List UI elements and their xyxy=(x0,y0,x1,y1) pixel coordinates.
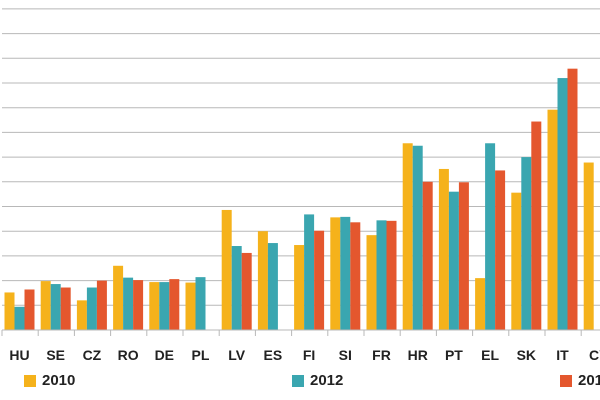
x-tick-label-ro: RO xyxy=(118,347,139,363)
legend-label-2010: 2010 xyxy=(42,372,76,389)
bar-lv-2010 xyxy=(221,209,232,330)
legend-label-2012: 2012 xyxy=(310,372,344,389)
x-tick-label-si: SI xyxy=(339,347,352,363)
bar-de-2010 xyxy=(149,282,160,330)
bar-es-2010 xyxy=(257,231,268,330)
bar-cz-2014 xyxy=(96,280,107,330)
bar-cz-2010 xyxy=(76,300,87,330)
bar-hu-2012 xyxy=(14,306,25,330)
x-tick-labels: HU SE CZ RO DE PL LV ES FI SI FR HR PT EL SK IT CY xyxy=(1,330,600,363)
bar-sk-2012 xyxy=(521,157,532,330)
legend-item-2012: 2012 xyxy=(292,372,343,389)
bar-de-2014 xyxy=(169,279,180,330)
bar-it-2014 xyxy=(567,68,578,330)
x-tick-label-hu: HU xyxy=(9,347,29,363)
x-tick-label-cz: CZ xyxy=(83,347,102,363)
bar-pt-2014 xyxy=(458,182,469,330)
x-tick-label-cy: CY xyxy=(589,347,600,363)
bar-sk-2010 xyxy=(511,192,522,330)
bar-ro-2010 xyxy=(113,265,124,330)
bar-hu-2014 xyxy=(24,289,35,330)
legend-item-2010: 2010 xyxy=(24,372,75,389)
x-tick-label-el: EL xyxy=(481,347,499,363)
bar-cz-2012 xyxy=(86,287,97,330)
bar-si-2010 xyxy=(330,217,341,330)
bar-de-2012 xyxy=(159,282,170,330)
x-tick-label-sk: SK xyxy=(517,347,536,363)
x-tick-label-pl: PL xyxy=(192,347,210,363)
bar-el-2012 xyxy=(485,143,496,330)
x-tick-label-fr: FR xyxy=(372,347,391,363)
bar-lv-2012 xyxy=(231,246,242,330)
x-tick-label-se: SE xyxy=(46,347,65,363)
bar-pt-2012 xyxy=(448,191,459,330)
bar-hr-2012 xyxy=(412,145,423,330)
bar-fi-2014 xyxy=(314,230,325,330)
legend-swatch-2010 xyxy=(24,374,36,387)
bar-si-2012 xyxy=(340,216,351,330)
x-tick-label-es: ES xyxy=(264,347,283,363)
x-tick-label-hr: HR xyxy=(408,347,428,363)
bar-cy-2010 xyxy=(583,162,594,330)
x-tick-label-de: DE xyxy=(155,347,174,363)
bar-el-2010 xyxy=(475,278,486,330)
legend-item-2014: 2014 xyxy=(560,372,600,389)
legend-label-2014: 2014 xyxy=(578,372,600,389)
bar-es-2012 xyxy=(267,243,278,330)
bar-fi-2012 xyxy=(304,214,315,330)
bar-hr-2010 xyxy=(402,143,413,330)
bar-fr-2012 xyxy=(376,220,387,330)
bar-se-2014 xyxy=(60,287,71,330)
legend-swatch-2014 xyxy=(560,374,572,387)
bar-pl-2012 xyxy=(195,277,206,330)
legend: 2010 2012 2014 xyxy=(0,372,600,396)
bars xyxy=(4,68,594,331)
legend-swatch-2012 xyxy=(292,374,304,387)
bar-hr-2014 xyxy=(422,181,433,330)
x-tick-label-it: IT xyxy=(556,347,569,363)
bar-sk-2014 xyxy=(531,121,542,330)
bar-it-2012 xyxy=(557,78,568,330)
bar-ro-2012 xyxy=(123,277,134,330)
x-tick-label-pt: PT xyxy=(445,347,463,363)
bar-se-2010 xyxy=(40,281,51,330)
grid-lines xyxy=(2,8,600,306)
bar-lv-2014 xyxy=(241,252,252,330)
bar-el-2014 xyxy=(495,170,506,330)
bar-fr-2010 xyxy=(366,235,377,330)
bar-si-2014 xyxy=(350,222,361,330)
bar-se-2012 xyxy=(50,284,61,330)
x-tick-label-lv: LV xyxy=(228,347,246,363)
bar-hu-2010 xyxy=(4,292,15,330)
bar-pt-2010 xyxy=(438,168,449,330)
bar-fr-2014 xyxy=(386,220,397,330)
bar-pl-2010 xyxy=(185,282,196,330)
bar-fi-2010 xyxy=(294,245,305,330)
x-tick-label-fi: FI xyxy=(303,347,315,363)
bar-ro-2014 xyxy=(133,280,144,330)
bar-it-2010 xyxy=(547,109,558,331)
